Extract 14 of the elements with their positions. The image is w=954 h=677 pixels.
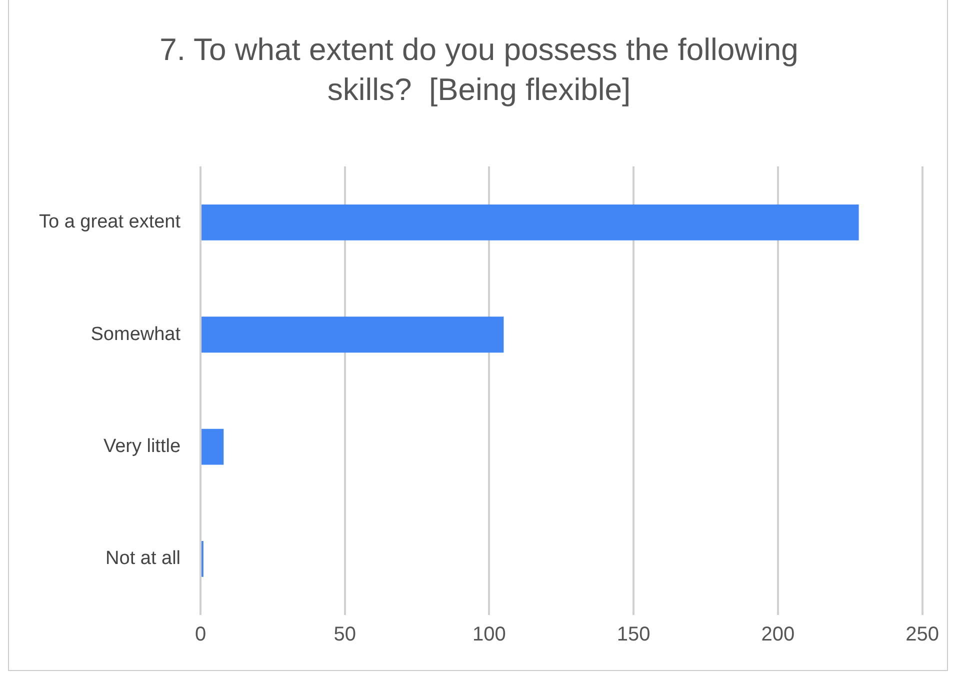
bar	[202, 204, 859, 240]
y-tick-label: Somewhat	[90, 324, 182, 345]
y-tick-label: Very little	[103, 436, 181, 458]
bar	[202, 428, 224, 465]
chart-title: 7. To what extent do you possess the following skills? [Being flexible]	[159, 31, 799, 109]
x-tick-label: 250	[906, 624, 940, 646]
y-tick-label: To a great extent	[38, 212, 182, 233]
bar	[202, 316, 504, 353]
x-tick-label: 200	[761, 624, 795, 646]
x-tick-label: 100	[472, 624, 506, 646]
x-tick-label: 150	[616, 624, 650, 646]
y-tick-label: Not at all	[106, 548, 181, 570]
x-tick-label: 0	[194, 624, 206, 646]
x-tick-label: 50	[334, 624, 356, 646]
